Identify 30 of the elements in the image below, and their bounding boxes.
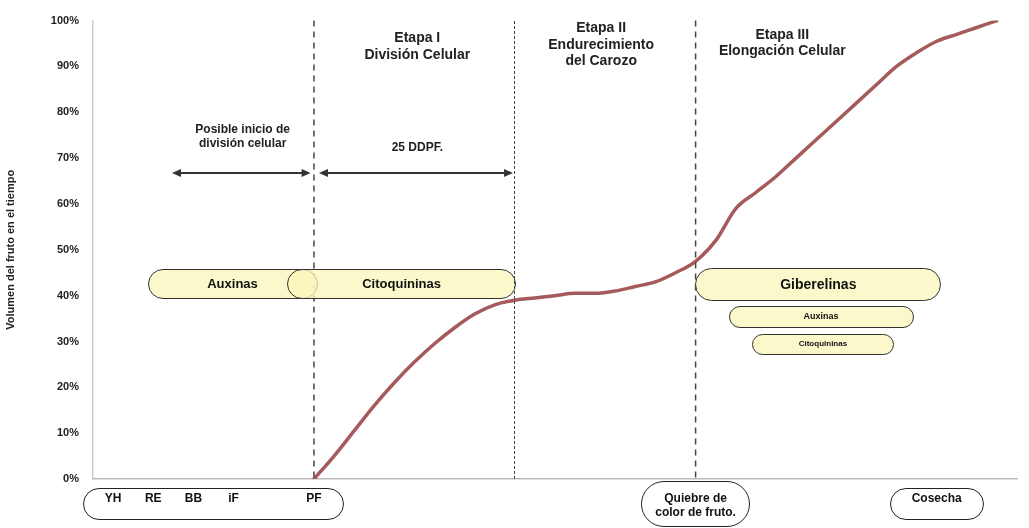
annotation: Citoquininas	[361, 276, 442, 292]
y-tick-label: 30%	[56, 334, 80, 347]
x-tick-label: Quiebre de color de fruto.	[655, 490, 736, 519]
y-tick-label: 70%	[56, 151, 80, 164]
x-tick-label: YH	[104, 490, 122, 505]
x-tick-label: RE	[144, 490, 162, 505]
x-tick-label: BB	[184, 490, 203, 505]
y-tick-label: 80%	[56, 105, 80, 118]
y-tick-label: 50%	[56, 242, 80, 255]
annotation: 25 DDPF.	[390, 140, 444, 155]
y-tick-label: 10%	[56, 426, 80, 439]
line-series	[312, 20, 999, 479]
y-tick-label: 60%	[56, 196, 80, 209]
annotation: Posible inicio de división celular	[194, 121, 292, 151]
x-tick-label: Cosecha	[911, 490, 962, 505]
y-tick-label: 90%	[56, 59, 80, 72]
annotation: Etapa III Elongación Celular	[717, 25, 847, 60]
y-tick-label: 100%	[50, 13, 80, 26]
annotation: Etapa I División Celular	[363, 28, 472, 63]
annotation: Etapa II Endurecimiento del Carozo	[547, 18, 656, 70]
y-axis-title: Volumen del fruto en el tiempo	[3, 169, 16, 330]
annotation: Citoquininas	[797, 339, 849, 350]
y-tick-label: 0%	[63, 472, 80, 485]
y-tick-label: 40%	[56, 288, 80, 301]
x-tick-label: PF	[306, 490, 322, 505]
annotation: Auxinas	[206, 276, 259, 292]
annotation: Auxinas	[802, 311, 840, 323]
y-tick-label: 20%	[56, 380, 80, 393]
annotation: Giberelinas	[779, 275, 858, 293]
x-tick-label: iF	[228, 490, 239, 505]
